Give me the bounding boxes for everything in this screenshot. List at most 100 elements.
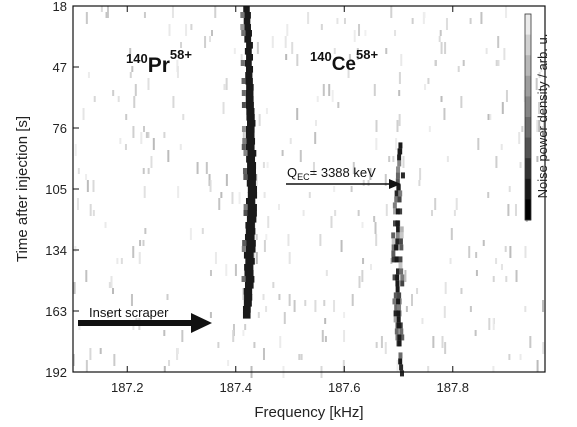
- pr-edge-cell: [242, 138, 247, 144]
- pr-signal-cell: [245, 276, 255, 283]
- noise-cell: [106, 312, 109, 318]
- noise-cell: [444, 282, 447, 294]
- pr-signal-cell: [245, 132, 255, 139]
- noise-cell: [110, 276, 113, 288]
- noise-cell: [524, 246, 527, 258]
- noise-cell: [82, 108, 85, 120]
- noise-cell: [438, 36, 441, 42]
- noise-cell: [492, 276, 495, 282]
- noise-cell: [291, 42, 294, 54]
- noise-cell: [222, 102, 225, 114]
- noise-cell: [388, 156, 391, 162]
- noise-cell: [492, 318, 495, 330]
- heatmap-cells: [73, 6, 546, 378]
- noise-cell: [515, 270, 518, 282]
- noise-cell: [398, 90, 401, 96]
- noise-cell: [385, 48, 388, 54]
- noise-cell: [374, 222, 377, 234]
- ce-core-cell: [398, 142, 403, 149]
- noise-cell: [140, 132, 143, 144]
- ce-element: Ce: [332, 54, 356, 75]
- ce-signal-cell: [393, 292, 398, 299]
- ce-signal-cell: [398, 352, 403, 359]
- noise-cell: [428, 126, 431, 132]
- noise-cell: [92, 180, 95, 192]
- noise-cell: [171, 6, 174, 18]
- pr-edge-cell: [241, 90, 246, 96]
- noise-cell: [293, 300, 296, 312]
- noise-cell: [86, 180, 89, 192]
- ce-signal-cell: [394, 196, 399, 203]
- x-axis-title: Frequency [kHz]: [254, 404, 363, 421]
- pr-signal-cell: [245, 90, 254, 97]
- q-subscript: EC: [297, 172, 310, 182]
- noise-cell: [482, 240, 485, 246]
- noise-cell: [89, 348, 92, 360]
- noise-cell: [536, 120, 539, 132]
- noise-cell: [542, 342, 545, 354]
- noise-cell: [124, 144, 127, 150]
- ce-core-cell: [395, 286, 400, 293]
- noise-cell: [257, 312, 260, 318]
- noise-cell: [225, 78, 228, 90]
- noise-cell: [505, 6, 508, 18]
- ce-signal-cell: [399, 268, 404, 275]
- noise-cell: [233, 48, 236, 54]
- pr-edge-cell: [243, 150, 248, 156]
- noise-cell: [375, 120, 378, 132]
- noise-cell: [163, 132, 166, 138]
- noise-cell: [143, 186, 146, 198]
- noise-cell: [485, 48, 488, 54]
- noise-cell: [177, 186, 180, 198]
- noise-cell: [256, 42, 259, 54]
- noise-cell: [217, 342, 220, 348]
- noise-cell: [196, 162, 199, 174]
- noise-cell: [281, 150, 284, 156]
- noise-cell: [99, 348, 102, 354]
- noise-cell: [166, 294, 169, 300]
- noise-cell: [495, 258, 498, 264]
- pr-signal-cell: [247, 210, 257, 217]
- pr-signal-cell: [245, 126, 255, 133]
- colorbar-segment: [525, 14, 531, 36]
- noise-cell: [538, 120, 541, 132]
- pr-edge-cell: [243, 204, 248, 210]
- noise-cell: [364, 30, 367, 36]
- ce-signal-cell: [400, 172, 405, 179]
- ce-signal-cell: [397, 160, 402, 167]
- noise-cell: [495, 156, 498, 168]
- noise-cell: [142, 240, 145, 246]
- noise-cell: [234, 264, 237, 276]
- noise-cell: [168, 24, 171, 36]
- noise-cell: [361, 270, 364, 282]
- ce-core-cell: [397, 340, 402, 347]
- noise-cell: [204, 36, 207, 48]
- noise-cell: [284, 36, 287, 48]
- noise-cell: [535, 78, 538, 90]
- noise-cell: [116, 258, 119, 264]
- noise-cell: [352, 162, 355, 174]
- y-tick-label: 47: [53, 60, 67, 75]
- noise-cell: [337, 102, 340, 108]
- pr-element: Pr: [148, 54, 170, 77]
- noise-cell: [296, 54, 299, 66]
- y-tick-label: 76: [53, 121, 67, 136]
- noise-cell: [492, 366, 495, 372]
- colorbar-segment: [525, 158, 531, 180]
- noise-cell: [179, 144, 182, 150]
- ce-signal-cell: [399, 232, 404, 239]
- noise-cell: [142, 126, 145, 132]
- noise-cell: [434, 60, 437, 66]
- noise-cell: [432, 336, 435, 348]
- noise-cell: [78, 324, 81, 330]
- noise-cell: [227, 360, 230, 366]
- colorbar-label: Noise power density / arb. u.: [535, 34, 550, 199]
- noise-cell: [307, 12, 310, 24]
- ce-signal-cell: [396, 226, 401, 233]
- ce-core-cell: [396, 316, 401, 323]
- noise-cell: [172, 96, 175, 108]
- noise-cell: [262, 162, 265, 168]
- pr-signal-cell: [247, 162, 257, 169]
